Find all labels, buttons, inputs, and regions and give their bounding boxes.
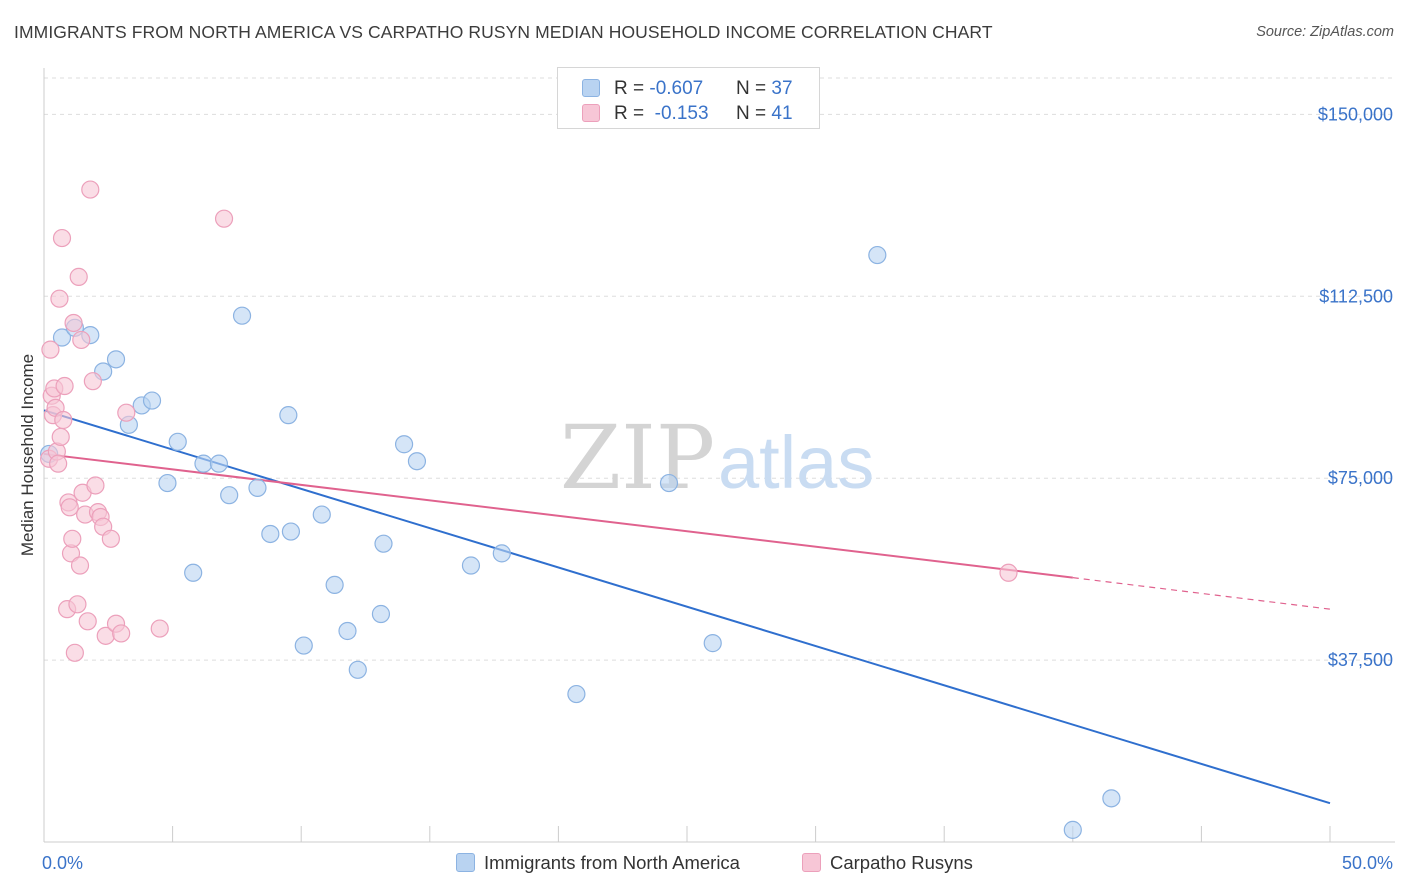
r-statistic: R = -0.607 bbox=[614, 78, 704, 99]
y-tick-label: $112,500 bbox=[1319, 286, 1393, 306]
point-carpatho-rusyns bbox=[65, 643, 84, 662]
point-carpatho-rusyns bbox=[41, 340, 60, 359]
point-carpatho-rusyns bbox=[112, 624, 131, 643]
n-statistic: N = 37 bbox=[736, 78, 793, 99]
point-carpatho-rusyns bbox=[60, 498, 79, 517]
point-north-america bbox=[371, 604, 391, 624]
tick-labels: $37,500 $75,000 $112,500 $150,000 0.0% 50.0% bbox=[42, 104, 1393, 873]
point-carpatho-rusyns bbox=[83, 372, 102, 391]
point-north-america bbox=[312, 505, 331, 524]
point-carpatho-rusyns bbox=[49, 454, 68, 473]
point-north-america bbox=[374, 534, 393, 553]
point-carpatho-rusyns bbox=[51, 427, 70, 447]
point-carpatho-rusyns bbox=[70, 556, 90, 575]
point-carpatho-rusyns bbox=[52, 228, 72, 248]
point-north-america bbox=[407, 452, 427, 471]
watermark-atlas: atlas bbox=[718, 421, 874, 504]
correlation-legend: R = -0.607 N = 37 R = -0.153 N = 41 bbox=[557, 67, 820, 129]
point-north-america bbox=[567, 684, 586, 704]
trend-line-carpatho-rusyns bbox=[43, 452, 1073, 579]
point-north-america bbox=[52, 328, 72, 347]
point-carpatho-rusyns bbox=[55, 376, 74, 396]
point-north-america bbox=[168, 432, 187, 451]
trend-lines bbox=[43, 409, 1331, 805]
watermark-zip: ZIP bbox=[560, 406, 715, 509]
point-north-america bbox=[158, 473, 177, 493]
r-statistic: R = -0.153 bbox=[614, 103, 709, 124]
point-north-america bbox=[106, 350, 126, 369]
y-tick-label: $75,000 bbox=[1328, 468, 1393, 488]
point-north-america bbox=[294, 636, 313, 655]
point-north-america bbox=[1102, 789, 1121, 808]
point-north-america bbox=[325, 575, 344, 595]
point-carpatho-rusyns bbox=[69, 267, 88, 286]
blue-swatch bbox=[582, 79, 600, 97]
point-north-america bbox=[492, 544, 511, 563]
point-north-america bbox=[248, 478, 267, 497]
point-carpatho-rusyns bbox=[68, 595, 87, 614]
point-carpatho-rusyns bbox=[72, 330, 91, 350]
point-carpatho-rusyns bbox=[214, 209, 234, 228]
n-statistic: N = 41 bbox=[736, 103, 793, 124]
watermark: ZIP atlas bbox=[560, 406, 874, 509]
x-tick-label-max: 50.0% bbox=[1342, 853, 1393, 873]
point-north-america bbox=[659, 473, 679, 493]
data-points bbox=[40, 180, 1121, 839]
point-north-america bbox=[348, 660, 367, 679]
legend-label: Carpatho Rusyns bbox=[830, 852, 973, 873]
x-tick-label-min: 0.0% bbox=[42, 853, 83, 873]
point-carpatho-rusyns bbox=[78, 612, 97, 631]
point-carpatho-rusyns bbox=[54, 410, 73, 430]
point-carpatho-rusyns bbox=[999, 563, 1018, 582]
point-north-america bbox=[281, 522, 301, 541]
point-north-america bbox=[142, 391, 162, 410]
point-north-america bbox=[194, 454, 213, 473]
chart-title: IMMIGRANTS FROM NORTH AMERICA VS CARPATH… bbox=[14, 22, 993, 42]
series-legend: Immigrants from North America Carpatho R… bbox=[0, 852, 1406, 878]
point-north-america bbox=[338, 621, 357, 641]
point-north-america bbox=[209, 454, 228, 473]
point-north-america bbox=[220, 486, 239, 505]
legend-item-carpatho-rusyns[interactable]: Carpatho Rusyns bbox=[802, 852, 973, 874]
legend-row-north-america: R = -0.607 N = 37 bbox=[558, 76, 819, 102]
point-carpatho-rusyns bbox=[64, 313, 83, 333]
legend-row-carpatho-rusyns: R = -0.153 N = 41 bbox=[558, 101, 819, 127]
point-carpatho-rusyns bbox=[150, 619, 169, 638]
y-tick-label: $150,000 bbox=[1318, 104, 1393, 124]
point-north-america bbox=[703, 634, 722, 653]
point-carpatho-rusyns bbox=[86, 476, 105, 495]
point-carpatho-rusyns bbox=[81, 180, 100, 199]
point-north-america bbox=[184, 563, 203, 582]
point-carpatho-rusyns bbox=[50, 289, 69, 308]
grid-lines bbox=[44, 77, 1395, 661]
point-north-america bbox=[261, 524, 280, 544]
point-carpatho-rusyns bbox=[117, 403, 136, 422]
pink-swatch bbox=[582, 104, 600, 122]
point-north-america bbox=[868, 245, 887, 265]
point-north-america bbox=[1063, 820, 1082, 839]
point-carpatho-rusyns bbox=[63, 529, 82, 548]
legend-label: Immigrants from North America bbox=[484, 852, 740, 873]
y-tick-label: $37,500 bbox=[1328, 650, 1393, 670]
blue-swatch bbox=[456, 853, 475, 872]
trend-line-extension bbox=[1072, 577, 1331, 610]
point-north-america bbox=[232, 306, 252, 325]
source-attribution: Source: ZipAtlas.com bbox=[1256, 24, 1394, 40]
trend-line-north-america bbox=[43, 409, 1331, 805]
point-carpatho-rusyns bbox=[101, 529, 120, 548]
pink-swatch bbox=[802, 853, 821, 872]
point-north-america bbox=[279, 406, 298, 425]
point-north-america bbox=[461, 556, 481, 575]
legend-item-north-america[interactable]: Immigrants from North America bbox=[456, 852, 740, 874]
point-north-america bbox=[394, 435, 414, 454]
